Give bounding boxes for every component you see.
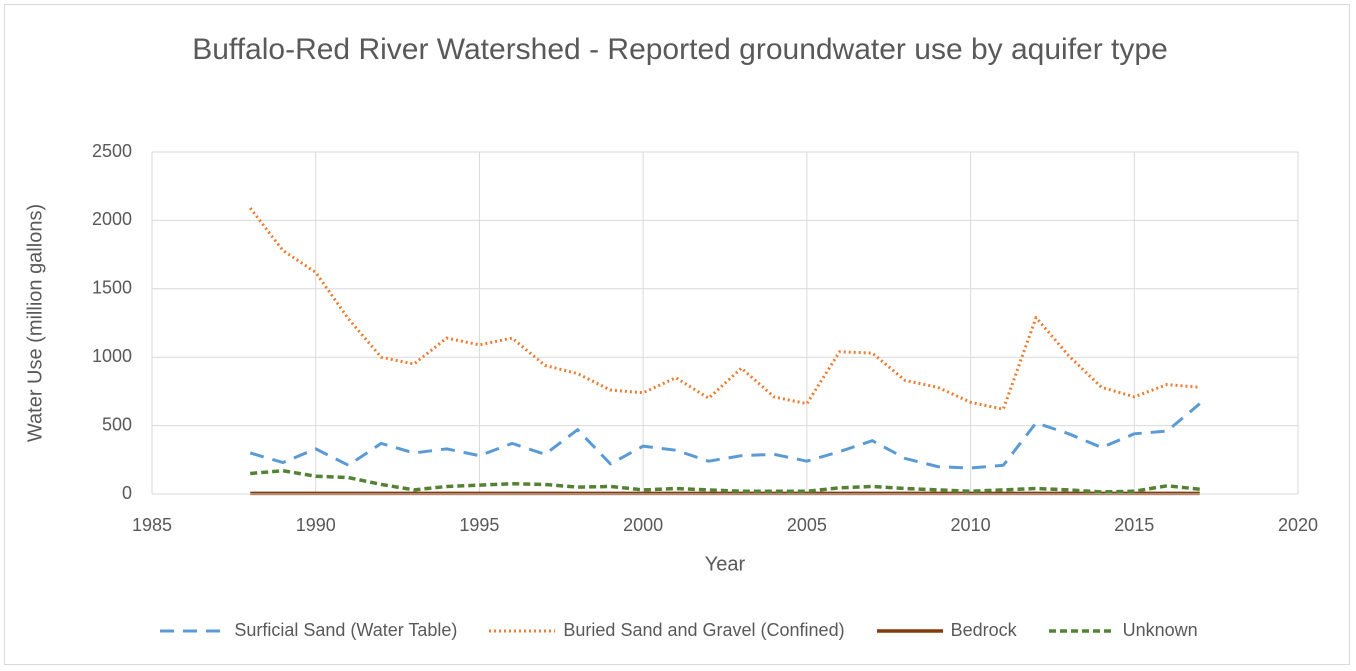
x-tick-label: 2015 — [1114, 515, 1154, 535]
y-tick-label: 1500 — [92, 278, 132, 298]
y-tick-label: 1000 — [92, 346, 132, 366]
x-tick-label: 1995 — [459, 515, 499, 535]
legend-label: Buried Sand and Gravel (Confined) — [563, 620, 845, 640]
series-line — [249, 207, 1200, 411]
legend-swatch — [1048, 628, 1115, 633]
legend-entry: Surficial Sand (Water Table) — [158, 620, 457, 641]
x-tick-label: 1985 — [132, 515, 172, 535]
legend-swatch — [160, 629, 227, 632]
legend: Surficial Sand (Water Table) Buried Sand … — [0, 620, 1356, 641]
chart-frame — [4, 4, 1350, 665]
series-line — [250, 468, 1200, 494]
legend-label: Surficial Sand (Water Table) — [234, 620, 458, 640]
legend-label: Unknown — [1122, 620, 1198, 640]
legend-entry: Bedrock — [875, 620, 1017, 641]
legend-swatch — [489, 629, 556, 632]
y-tick-label: 2500 — [92, 141, 132, 161]
legend-swatch — [876, 628, 943, 633]
y-tick-label: 2000 — [92, 209, 132, 229]
x-axis-title: Year — [705, 553, 746, 575]
x-tick-label: 2005 — [787, 515, 827, 535]
series-line — [249, 402, 1201, 470]
chart-title: Buffalo-Red River Watershed - Reported g… — [192, 33, 1168, 66]
x-tick-label: 2010 — [951, 515, 991, 535]
y-tick-label: 0 — [122, 483, 132, 503]
y-axis-title: Water Use (million gallons) — [24, 204, 46, 442]
legend-entry: Unknown — [1047, 620, 1198, 641]
x-tick-label: 1990 — [296, 515, 336, 535]
legend-entry: Buried Sand and Gravel (Confined) — [487, 620, 845, 641]
y-tick-label: 500 — [102, 414, 132, 434]
legend-label: Bedrock — [950, 620, 1017, 640]
x-tick-label: 2020 — [1278, 515, 1318, 535]
x-tick-label: 2000 — [623, 515, 663, 535]
